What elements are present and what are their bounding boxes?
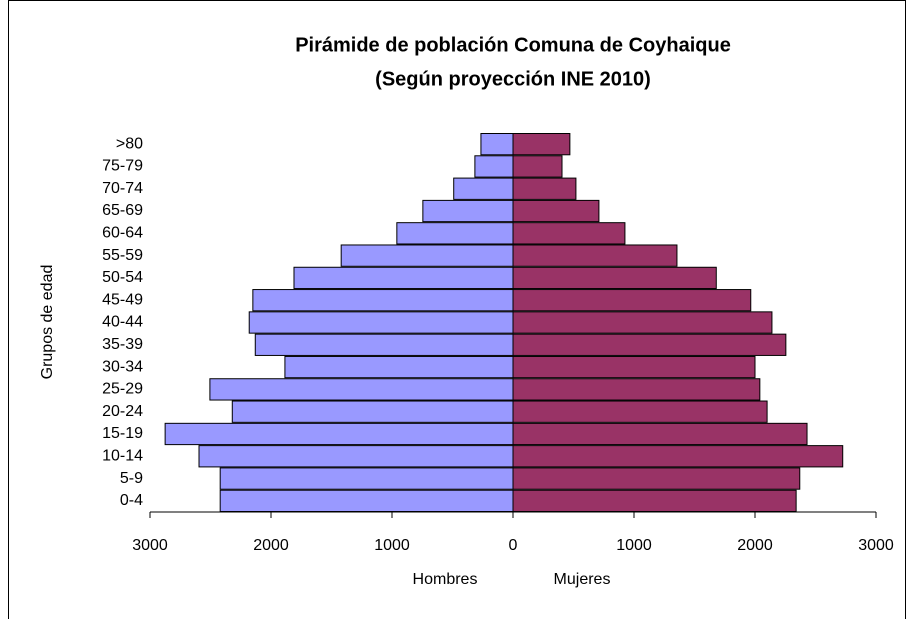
bar <box>512 311 773 334</box>
bar <box>512 244 678 267</box>
bar <box>512 155 563 178</box>
y-tick-label: 55-59 <box>102 247 143 264</box>
y-tick-label: 35-39 <box>102 336 143 353</box>
bar <box>512 266 717 290</box>
y-tick-label: 50-54 <box>102 269 143 286</box>
y-tick-label: >80 <box>116 135 143 152</box>
bar <box>512 199 600 223</box>
bar <box>422 199 514 223</box>
bar <box>512 222 626 245</box>
bar <box>396 222 514 245</box>
bar <box>512 489 797 512</box>
y-tick-label: 15-19 <box>102 425 143 442</box>
x-tick-label: 2000 <box>253 537 289 554</box>
y-tick-label: 60-64 <box>102 225 143 242</box>
bar <box>248 311 514 334</box>
bar <box>284 355 514 379</box>
bar <box>512 333 787 356</box>
bar <box>252 289 514 312</box>
y-tick-label: 10-14 <box>102 447 143 464</box>
bar <box>512 289 752 312</box>
bar <box>293 266 514 290</box>
legend-label: Mujeres <box>554 571 611 588</box>
x-tick-label: 2000 <box>737 537 773 554</box>
bar <box>198 445 514 468</box>
bar <box>512 400 768 423</box>
x-tick-label: 3000 <box>858 537 894 554</box>
bar <box>219 467 514 490</box>
y-tick-label: 45-49 <box>102 291 143 308</box>
y-tick-label: 25-29 <box>102 381 143 398</box>
y-tick-label: 65-69 <box>102 202 143 219</box>
chart-title: Pirámide de población Comuna de Coyhaiqu… <box>295 34 731 56</box>
bar <box>512 133 571 156</box>
bar <box>164 422 514 446</box>
bar <box>512 177 577 200</box>
bar <box>340 244 514 267</box>
bar <box>453 177 514 200</box>
y-axis-title: Grupos de edad <box>39 265 56 380</box>
y-tick-label: 30-34 <box>102 358 143 375</box>
bar <box>474 155 514 178</box>
x-tick-label: 3000 <box>132 537 168 554</box>
bar <box>512 355 756 379</box>
bar <box>512 467 801 490</box>
y-tick-label: 0-4 <box>120 492 143 509</box>
y-tick-label: 75-79 <box>102 158 143 175</box>
bar <box>219 489 514 512</box>
legend-label: Hombres <box>413 571 478 588</box>
bar <box>254 333 514 356</box>
y-tick-label: 70-74 <box>102 180 143 197</box>
bar <box>512 445 844 468</box>
chart-subtitle: (Según proyección INE 2010) <box>375 68 651 90</box>
x-tick-label: 1000 <box>616 537 652 554</box>
x-tick-label: 0 <box>509 537 518 554</box>
y-tick-label: 40-44 <box>102 314 143 331</box>
bar <box>231 400 514 423</box>
bar <box>209 378 514 401</box>
y-tick-label: 20-24 <box>102 403 143 420</box>
bar <box>512 378 761 401</box>
bar <box>480 133 514 156</box>
bar <box>512 422 808 446</box>
y-tick-label: 5-9 <box>120 470 143 487</box>
x-tick-label: 1000 <box>374 537 410 554</box>
